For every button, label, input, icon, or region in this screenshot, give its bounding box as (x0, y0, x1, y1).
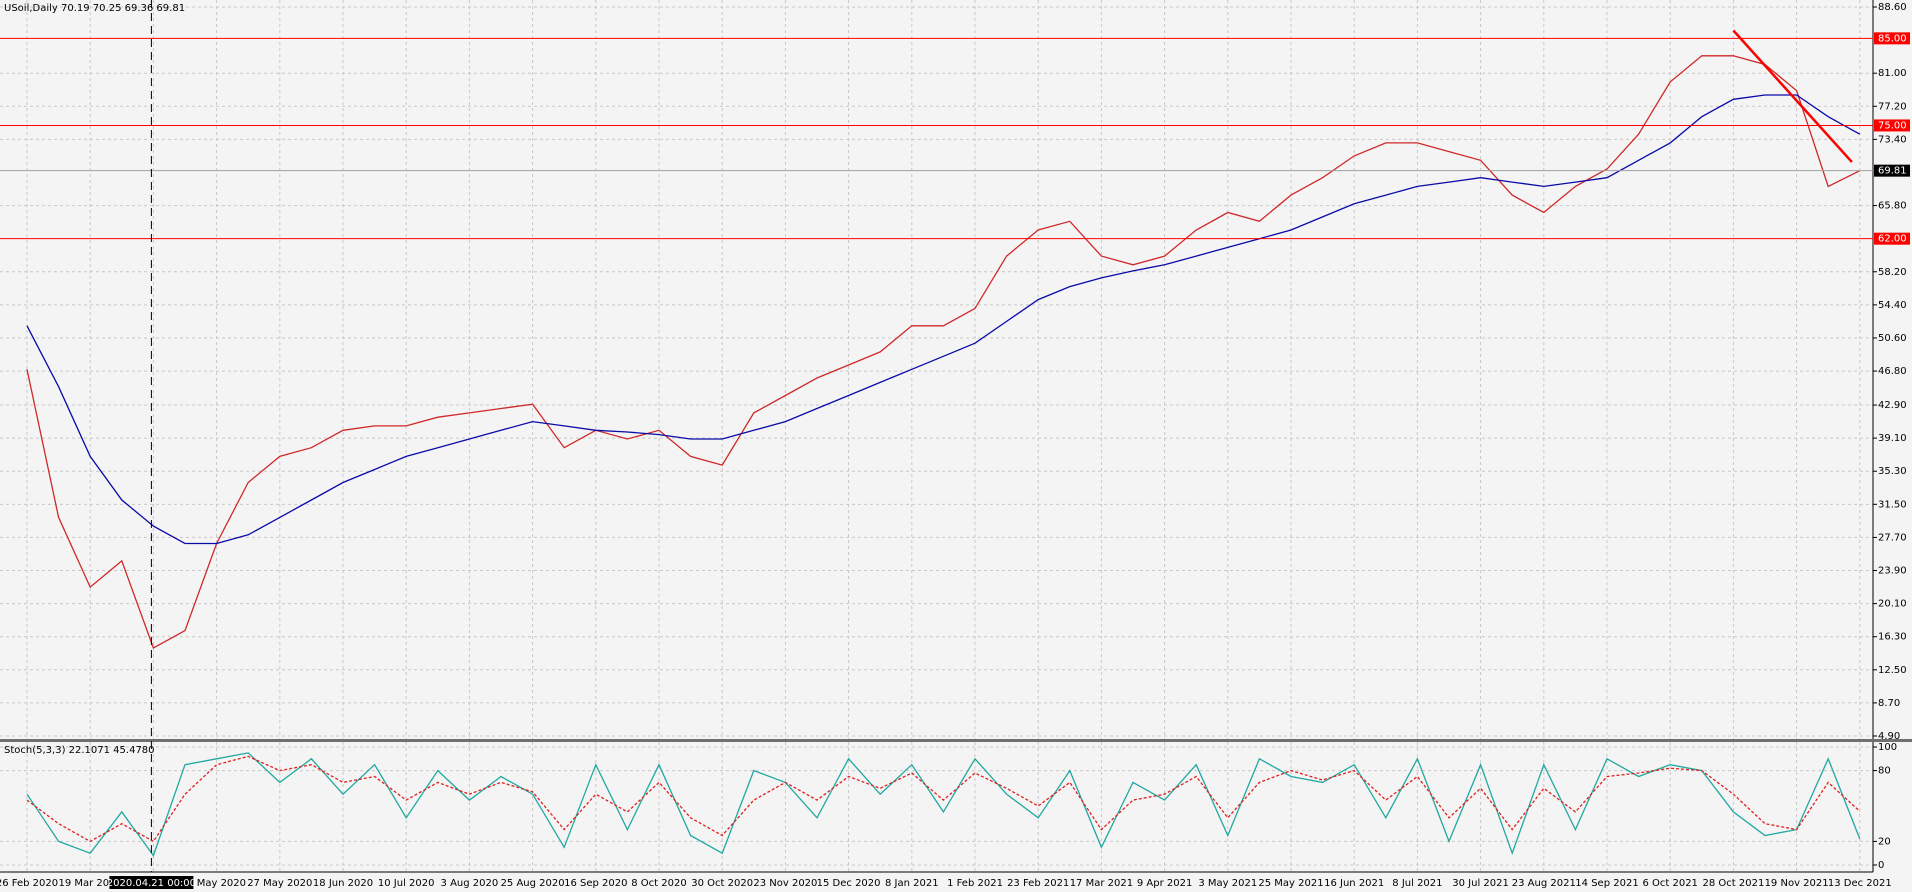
y-tick-label: 20 (1878, 836, 1891, 847)
y-tick-label: 4.90 (1878, 731, 1900, 742)
last-price-box (1874, 164, 1910, 177)
y-tick-label: 23.90 (1878, 566, 1907, 577)
series-line (26, 752, 1861, 857)
x-tick-label: 30 Jul 2021 (1452, 878, 1509, 889)
y-tick-label: 100 (1878, 742, 1897, 753)
x-tick-label: 13 Dec 2021 (1828, 878, 1892, 889)
x-tick-label: 25 May 2021 (1258, 878, 1323, 889)
y-tick-label: 20.10 (1878, 599, 1907, 610)
indicator-title: Stoch(5,3,3) 22.1071 45.4780 (4, 745, 155, 756)
y-tick-label: 12.50 (1878, 665, 1907, 676)
y-tick-label: 16.30 (1878, 632, 1907, 643)
level-label: 85.00 (1878, 33, 1907, 44)
x-tick-label: 23 Nov 2020 (753, 878, 817, 889)
level-label-box (1874, 119, 1910, 132)
x-tick-label: 27 May 2020 (247, 878, 312, 889)
x-tick-label: 9 Apr 2021 (1137, 878, 1192, 889)
x-tick-label: 15 Dec 2020 (817, 878, 881, 889)
x-tick-label: 16 Sep 2020 (564, 878, 627, 889)
x-tick-label: 18 Jun 2020 (313, 878, 373, 889)
y-tick-label: 35.30 (1878, 466, 1907, 477)
x-tick-label: 16 Jun 2021 (1324, 878, 1384, 889)
y-tick-label: 42.90 (1878, 400, 1907, 411)
y-tick-label: 54.40 (1878, 300, 1907, 311)
y-tick-label: 8.70 (1878, 698, 1900, 709)
x-tick-label: 6 Oct 2021 (1642, 878, 1697, 889)
series-line (26, 94, 1861, 545)
x-tick-label: 10 Jul 2020 (378, 878, 435, 889)
y-tick-label: 77.20 (1878, 101, 1907, 112)
x-tick-label: 8 Jul 2021 (1392, 878, 1442, 889)
y-tick-label: 27.70 (1878, 532, 1907, 543)
crosshair-label: 2020.04.21 00:00 (107, 878, 196, 889)
x-tick-label: 17 Mar 2021 (1070, 878, 1133, 889)
y-tick-label: 88.60 (1878, 2, 1907, 13)
last-price-label: 69.81 (1878, 166, 1907, 177)
x-tick-label: 14 Sep 2021 (1575, 878, 1638, 889)
x-tick-label: 3 Aug 2020 (441, 878, 499, 889)
y-tick-label: 80 (1878, 766, 1891, 777)
x-tick-label: 8 Jan 2021 (885, 878, 939, 889)
y-tick-label: 50.60 (1878, 333, 1907, 344)
x-tick-label: 28 Oct 2021 (1702, 878, 1764, 889)
y-tick-label: 73.40 (1878, 134, 1907, 145)
y-tick-label: 81.00 (1878, 68, 1907, 79)
x-tick-label: 23 Feb 2021 (1007, 878, 1069, 889)
y-tick-label: 58.20 (1878, 267, 1907, 278)
x-tick-label: 19 Nov 2021 (1765, 878, 1829, 889)
level-label-box (1874, 32, 1910, 45)
series-line (26, 755, 1861, 843)
x-tick-label: 3 May 2021 (1198, 878, 1257, 889)
y-tick-label: 31.50 (1878, 499, 1907, 510)
x-tick-label: 25 Aug 2020 (501, 878, 565, 889)
y-tick-label: 39.10 (1878, 433, 1907, 444)
y-tick-label: 65.80 (1878, 201, 1907, 212)
x-tick-label: 26 Feb 2020 (0, 878, 58, 889)
level-label: 62.00 (1878, 234, 1907, 245)
y-tick-label: 46.80 (1878, 366, 1907, 377)
x-tick-label: 19 Mar 2020 (58, 878, 121, 889)
x-tick-label: 5 May 2020 (187, 878, 246, 889)
x-tick-label: 23 Aug 2021 (1512, 878, 1576, 889)
x-tick-label: 8 Oct 2020 (631, 878, 686, 889)
trendline (1732, 29, 1853, 163)
level-label-box (1874, 232, 1910, 245)
series-line (26, 55, 1861, 649)
x-tick-label: 30 Oct 2020 (691, 878, 753, 889)
chart-title: USoil,Daily 70.19 70.25 69.36 69.81 (4, 3, 185, 14)
x-tick-label: 1 Feb 2021 (947, 878, 1003, 889)
y-tick-label: 0 (1878, 860, 1884, 871)
crosshair-label-box (109, 876, 194, 889)
level-label: 75.00 (1878, 120, 1907, 131)
